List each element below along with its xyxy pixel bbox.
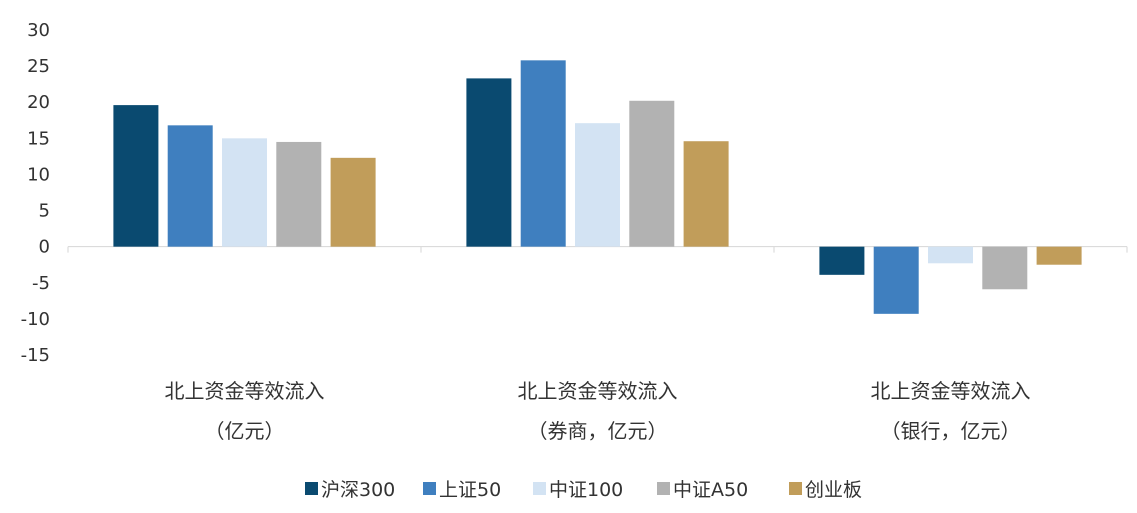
x-tick-label: （亿元） — [205, 419, 285, 443]
bar — [466, 78, 512, 247]
y-tick-label: 10 — [27, 164, 50, 185]
bar — [520, 60, 566, 247]
legend-item: 上证50 — [423, 479, 501, 501]
bars-layer — [113, 60, 1082, 314]
bar — [113, 105, 159, 247]
legend-label: 中证A50 — [673, 479, 748, 501]
legend-swatch — [305, 482, 318, 495]
x-tick-label: （银行，亿元） — [881, 419, 1021, 443]
legend-label: 中证100 — [549, 479, 623, 501]
bar — [1036, 246, 1082, 265]
x-tick-label: 北上资金等效流入 — [518, 379, 678, 403]
bar — [629, 100, 675, 247]
x-tick-label: 北上资金等效流入 — [871, 379, 1031, 403]
x-tick-label: （券商，亿元） — [528, 419, 668, 443]
legend-item: 创业板 — [789, 479, 862, 501]
legend: 沪深300 上证50 中证100 中证A50 创业板 — [305, 479, 862, 501]
y-tick-label: 0 — [39, 237, 50, 258]
bar — [276, 141, 322, 247]
bar — [575, 123, 620, 247]
legend-item: 中证A50 — [657, 479, 748, 501]
y-tick-label: 20 — [27, 92, 50, 113]
y-axis: 30 25 20 15 10 5 0 -5 -10 -15 — [21, 20, 50, 366]
legend-item: 中证100 — [533, 479, 623, 501]
legend-swatch — [657, 482, 670, 495]
legend-item: 沪深300 — [305, 479, 395, 501]
bar — [222, 138, 267, 247]
bar — [819, 246, 865, 275]
legend-label: 创业板 — [805, 479, 862, 501]
y-tick-label: 15 — [27, 128, 50, 149]
bar — [683, 141, 729, 247]
bar — [330, 157, 376, 247]
bar — [928, 246, 973, 264]
y-tick-label: -5 — [32, 273, 50, 294]
legend-label: 沪深300 — [321, 479, 395, 501]
y-tick-label: 25 — [27, 56, 50, 77]
y-tick-label: -15 — [21, 345, 50, 366]
legend-swatch — [423, 482, 436, 495]
legend-label: 上证50 — [439, 479, 501, 501]
bar — [167, 125, 213, 247]
category-labels: 北上资金等效流入 （亿元） 北上资金等效流入 （券商，亿元） 北上资金等效流入 （银行，亿… — [165, 379, 1031, 443]
bar — [873, 246, 919, 314]
legend-swatch — [533, 482, 546, 495]
legend-swatch — [789, 482, 802, 495]
x-tick-label: 北上资金等效流入 — [165, 379, 325, 403]
y-tick-label: 30 — [27, 20, 50, 41]
y-tick-label: -10 — [21, 309, 50, 330]
bar — [982, 246, 1028, 290]
y-tick-label: 5 — [39, 201, 50, 222]
